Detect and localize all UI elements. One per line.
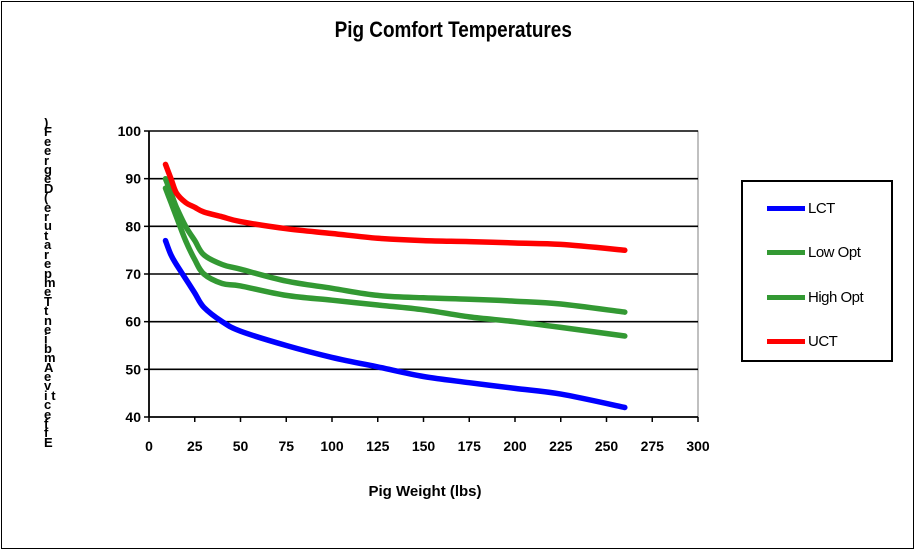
series-line-low-opt: [162, 175, 628, 315]
legend-swatch: [767, 250, 805, 255]
x-tick-label: 75: [278, 438, 294, 454]
x-tick-label: 250: [595, 438, 619, 454]
x-tick-label: 150: [412, 438, 436, 454]
series-line-lct: [162, 237, 628, 411]
legend-swatch: [767, 205, 805, 211]
x-tick-label: 200: [503, 438, 527, 454]
legend-label: Low Opt: [808, 244, 861, 261]
legend-label: LCT: [808, 199, 835, 217]
x-tick-label: 300: [686, 438, 710, 454]
x-tick-label: 0: [145, 438, 153, 454]
x-tick-label: 175: [458, 438, 482, 454]
y-tick-label: 100: [118, 123, 142, 139]
y-axis-label: ) F e e r g e D ( e r u t a r e p m e T …: [44, 118, 56, 450]
legend-item-uct: UCT: [767, 332, 838, 352]
x-tick-label: 100: [320, 438, 344, 454]
legend-item-high-opt: High Opt: [767, 287, 864, 307]
y-tick-label: 50: [125, 361, 141, 377]
legend-label: UCT: [808, 333, 838, 350]
chart-title: Pig Comfort Temperatures: [334, 17, 572, 42]
series-line-high-opt: [162, 185, 628, 339]
legend-swatch: [767, 294, 805, 300]
legend: LCT Low Opt High Opt UCT: [741, 180, 893, 362]
y-tick-label: 40: [125, 409, 141, 425]
x-tick-label: 25: [187, 438, 203, 454]
y-tick-label: 80: [125, 218, 141, 234]
x-tick-label: 125: [366, 438, 390, 454]
x-tick-label: 275: [641, 438, 665, 454]
y-tick-label: 70: [125, 266, 141, 282]
x-tick-label: 225: [549, 438, 573, 454]
legend-item-lct: LCT: [767, 198, 835, 218]
y-tick-label: 90: [125, 171, 141, 187]
y-tick-label: 60: [125, 314, 141, 330]
legend-swatch: [767, 339, 805, 344]
x-axis-label: Pig Weight (lbs): [368, 483, 482, 500]
legend-item-low-opt: Low Opt: [767, 243, 861, 263]
x-tick-label: 50: [233, 438, 249, 454]
series-line-uct: [162, 161, 628, 253]
legend-label: High Opt: [808, 288, 864, 306]
